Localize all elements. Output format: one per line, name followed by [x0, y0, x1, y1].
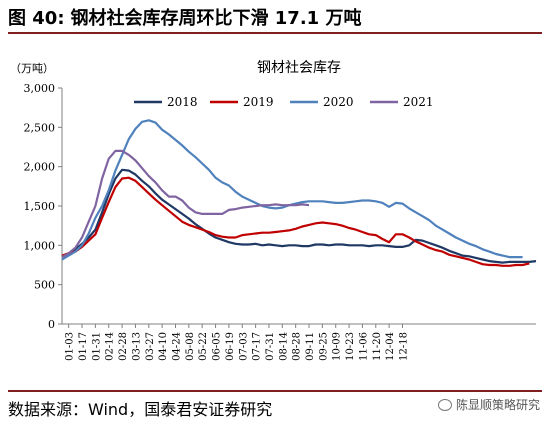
y-tick-label: 1,000	[24, 239, 56, 252]
x-tick-label: 11-20	[372, 332, 383, 361]
x-tick-label: 12-18	[398, 332, 409, 361]
x-tick-label: 09-25	[318, 332, 329, 361]
legend-label-2019: 2019	[243, 95, 274, 109]
x-tick-label: 01-03	[65, 332, 76, 361]
figure-title: 图 40: 钢材社会库存周环比下滑 17.1 万吨	[8, 4, 542, 34]
series-line-2021	[61, 149, 310, 259]
x-tick-label: 12-04	[385, 332, 396, 361]
legend-label-2020: 2020	[323, 95, 354, 109]
figure-text: 钢材社会库存周环比下滑 17.1 万吨	[70, 8, 362, 29]
x-tick-label: 03-27	[145, 332, 156, 361]
y-tick-label: 500	[34, 279, 55, 292]
x-tick-label: 10-23	[345, 332, 356, 361]
x-tick-label: 03-13	[131, 332, 142, 361]
y-tick-label: 1,500	[24, 200, 56, 213]
x-tick-label: 06-05	[212, 332, 223, 361]
y-tick-label: 2,500	[24, 121, 56, 134]
wechat-icon	[437, 398, 452, 411]
x-tick-label: 07-17	[252, 332, 263, 361]
x-tick-label: 08-14	[278, 332, 289, 361]
x-tick-label: 01-31	[91, 332, 102, 361]
x-tick-label: 04-10	[158, 332, 169, 361]
x-tick-label: 02-14	[105, 332, 116, 361]
legend-label-2018: 2018	[167, 95, 198, 109]
x-tick-label: 04-24	[171, 332, 182, 361]
x-tick-label: 06-19	[225, 332, 236, 361]
legend-label-2021: 2021	[403, 95, 434, 109]
figure-footer: 数据来源：Wind，国泰君安证券研究 陈显顺策略研究	[8, 390, 542, 419]
x-tick-label: 02-28	[118, 332, 129, 361]
watermark-text: 陈显顺策略研究	[455, 398, 540, 412]
series-line-2019	[61, 176, 530, 267]
watermark: 陈显顺策略研究	[437, 396, 540, 413]
unit-label: （万吨）	[10, 62, 54, 75]
x-tick-label: 05-22	[198, 332, 209, 361]
x-tick-label: 07-31	[265, 332, 276, 361]
y-tick-label: 3,000	[24, 82, 56, 95]
chart-title: 钢材社会库存	[257, 60, 341, 76]
inventory-line-chart: 钢材社会库存 （万吨） 0 500 1,000 1,500 2,000 2,500 3,000 0…	[10, 60, 537, 361]
y-tick-label: 0	[48, 318, 55, 331]
series-line-2018	[61, 168, 537, 264]
x-tick-label: 05-08	[185, 332, 196, 361]
data-source: 数据来源：Wind，国泰君安证券研究	[8, 400, 273, 419]
x-tick-label: 01-17	[78, 332, 89, 361]
x-tick-label: 10-09	[332, 332, 343, 361]
figure-label: 图 40:	[8, 8, 65, 29]
x-tick-label: 08-28	[292, 332, 303, 361]
x-tick-label: 11-06	[358, 332, 369, 361]
x-tick-label: 07-03	[238, 332, 249, 361]
x-tick-label: 09-11	[305, 332, 316, 361]
y-tick-label: 2,000	[24, 161, 56, 174]
series-line-2020	[61, 119, 523, 261]
